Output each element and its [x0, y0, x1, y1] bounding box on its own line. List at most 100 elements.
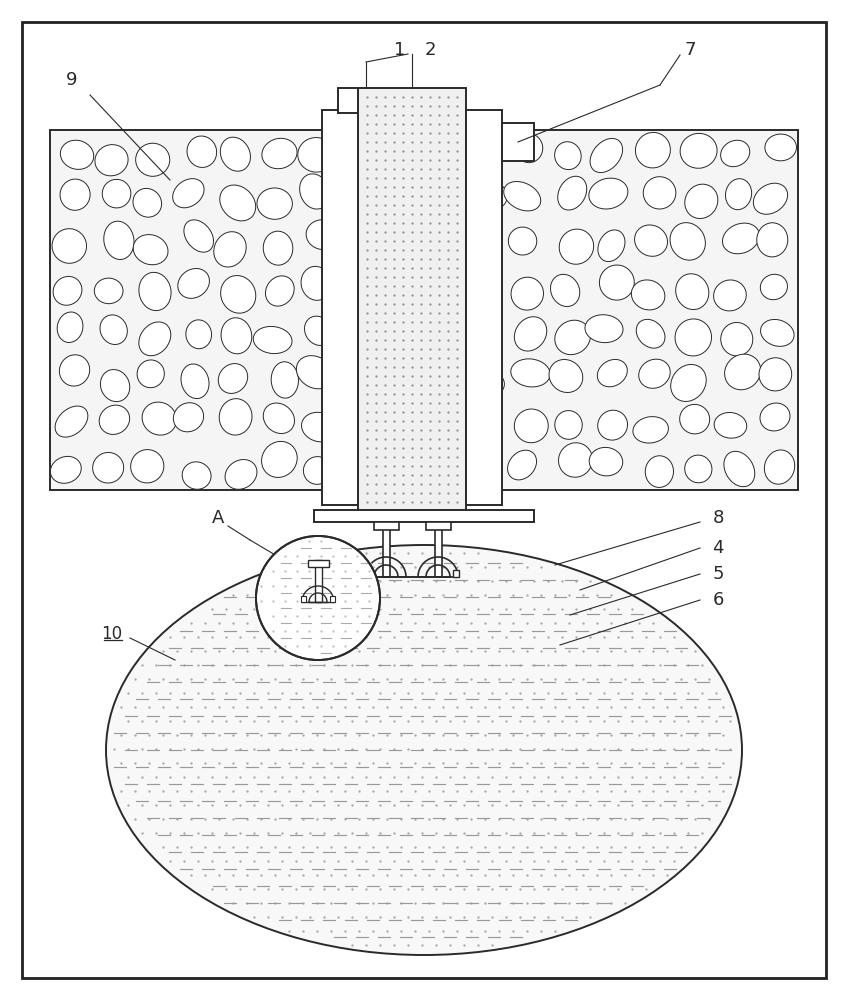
- Ellipse shape: [764, 450, 795, 484]
- Ellipse shape: [136, 143, 170, 176]
- Ellipse shape: [353, 319, 386, 351]
- Text: 5: 5: [712, 565, 723, 583]
- Ellipse shape: [635, 132, 671, 168]
- Text: 7: 7: [684, 41, 695, 59]
- Bar: [453, 570, 459, 577]
- Ellipse shape: [220, 137, 250, 171]
- Ellipse shape: [508, 450, 537, 480]
- Ellipse shape: [378, 128, 416, 165]
- Ellipse shape: [60, 140, 94, 169]
- Ellipse shape: [103, 221, 134, 260]
- Ellipse shape: [139, 322, 170, 356]
- Bar: [50, 130, 798, 490]
- Ellipse shape: [508, 227, 537, 255]
- Ellipse shape: [57, 312, 83, 342]
- Ellipse shape: [685, 184, 718, 219]
- Ellipse shape: [302, 412, 338, 442]
- Ellipse shape: [298, 138, 335, 172]
- Ellipse shape: [103, 179, 131, 208]
- Ellipse shape: [382, 278, 414, 308]
- Ellipse shape: [306, 220, 340, 250]
- Ellipse shape: [100, 370, 130, 402]
- Bar: [322, 110, 358, 505]
- Bar: [502, 123, 534, 161]
- Ellipse shape: [760, 403, 790, 431]
- Ellipse shape: [756, 223, 788, 257]
- Ellipse shape: [477, 182, 507, 210]
- Ellipse shape: [55, 406, 88, 437]
- Ellipse shape: [218, 364, 248, 393]
- Text: 2: 2: [424, 41, 436, 59]
- Ellipse shape: [388, 315, 421, 351]
- Ellipse shape: [644, 177, 676, 209]
- Ellipse shape: [585, 315, 623, 343]
- Ellipse shape: [759, 358, 792, 391]
- Ellipse shape: [53, 276, 82, 305]
- Ellipse shape: [632, 280, 665, 310]
- Ellipse shape: [225, 460, 257, 489]
- Ellipse shape: [466, 446, 499, 481]
- Ellipse shape: [714, 412, 747, 438]
- Ellipse shape: [100, 315, 127, 344]
- Ellipse shape: [187, 136, 216, 167]
- Ellipse shape: [474, 131, 510, 163]
- Ellipse shape: [636, 319, 665, 348]
- Ellipse shape: [340, 448, 374, 474]
- Ellipse shape: [471, 410, 497, 446]
- Ellipse shape: [142, 402, 176, 435]
- Ellipse shape: [262, 138, 297, 169]
- Ellipse shape: [721, 140, 750, 167]
- Ellipse shape: [589, 178, 628, 209]
- Circle shape: [256, 536, 380, 660]
- Ellipse shape: [349, 357, 381, 392]
- Ellipse shape: [633, 417, 668, 443]
- Ellipse shape: [50, 456, 81, 483]
- Ellipse shape: [473, 371, 505, 397]
- Ellipse shape: [634, 225, 667, 256]
- Ellipse shape: [301, 266, 332, 300]
- Ellipse shape: [263, 403, 294, 434]
- Ellipse shape: [396, 446, 426, 481]
- Ellipse shape: [257, 188, 293, 219]
- Ellipse shape: [99, 405, 130, 434]
- Ellipse shape: [95, 145, 128, 176]
- Ellipse shape: [92, 452, 124, 483]
- Ellipse shape: [435, 319, 464, 346]
- Ellipse shape: [589, 447, 622, 476]
- Ellipse shape: [428, 131, 458, 168]
- Ellipse shape: [671, 364, 706, 401]
- Ellipse shape: [139, 272, 171, 311]
- Ellipse shape: [761, 319, 794, 346]
- Ellipse shape: [354, 227, 382, 253]
- Bar: [382, 522, 389, 577]
- Ellipse shape: [220, 399, 252, 435]
- Bar: [373, 522, 399, 530]
- Ellipse shape: [433, 415, 470, 445]
- Ellipse shape: [684, 455, 712, 483]
- Ellipse shape: [173, 403, 204, 432]
- Text: A: A: [212, 509, 224, 527]
- Ellipse shape: [765, 134, 796, 161]
- Ellipse shape: [550, 274, 580, 306]
- Ellipse shape: [173, 179, 204, 208]
- Ellipse shape: [753, 183, 788, 214]
- Ellipse shape: [680, 133, 717, 168]
- Ellipse shape: [515, 317, 547, 351]
- Ellipse shape: [639, 359, 670, 388]
- Ellipse shape: [433, 190, 461, 217]
- Ellipse shape: [421, 362, 456, 396]
- Ellipse shape: [388, 224, 418, 255]
- Ellipse shape: [59, 355, 90, 386]
- Ellipse shape: [510, 359, 550, 387]
- Ellipse shape: [466, 221, 502, 257]
- Ellipse shape: [645, 456, 673, 487]
- Bar: [315, 560, 321, 602]
- Bar: [358, 88, 466, 510]
- Ellipse shape: [428, 224, 455, 251]
- Ellipse shape: [511, 277, 544, 310]
- Bar: [365, 570, 371, 577]
- Ellipse shape: [555, 411, 583, 439]
- Ellipse shape: [346, 406, 375, 434]
- Ellipse shape: [184, 220, 214, 252]
- Ellipse shape: [106, 545, 742, 955]
